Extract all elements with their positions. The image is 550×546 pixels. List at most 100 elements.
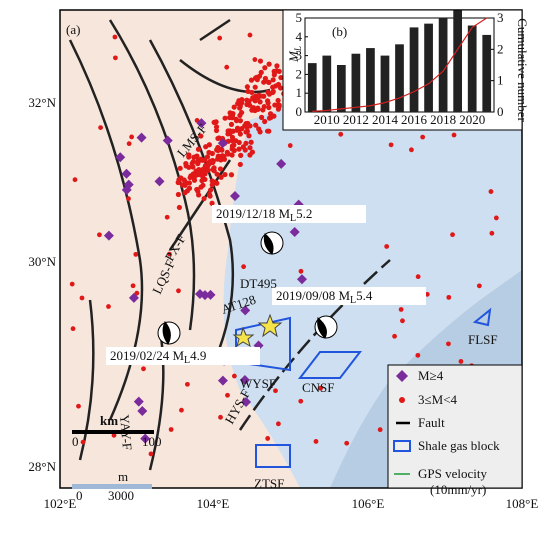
event-value: 4.9 [190,348,206,363]
seismic-dot [446,294,452,300]
seismic-dot [112,34,118,40]
bar [438,18,448,112]
lon-label: 108°E [506,496,539,511]
seismic-dot [256,73,263,79]
lon-label: 106°E [352,496,385,511]
seismic-dot [258,114,265,120]
m4-marker [103,230,114,241]
seismic-dot [248,139,254,145]
y-tick-label: 4 [296,29,303,44]
seismic-dot [252,57,258,62]
seismic-dot [276,103,282,109]
m4-marker [241,396,252,407]
m4-marker [289,227,300,238]
seismic-dot [176,288,181,294]
seismic-dot [377,427,383,433]
seismic-dot [200,182,206,188]
seismic-dot [148,451,154,457]
seismic-dot [344,440,350,446]
seismic-dot [398,307,404,312]
seismic-dot [97,232,102,238]
seismic-dot [228,172,235,178]
bar [307,63,317,112]
m4-marker [133,396,144,407]
seismic-dot [415,274,421,280]
seismic-dot [178,175,184,181]
seismic-dot [265,436,271,441]
seismic-dot [195,158,202,165]
seismic-dot [195,146,202,152]
bar [453,10,463,113]
seismic-dot [248,77,255,83]
event-date: 2019/02/24 [110,348,172,363]
legend-label: Shale gas block [418,438,500,453]
seismic-dot [253,122,259,128]
seismic-dot [228,121,235,127]
legend-label: (10mm/yr) [430,482,486,497]
seismic-dot [72,177,78,183]
seismic-dot [392,333,397,339]
seismic-dot [257,129,263,135]
bar [336,65,346,112]
lat-label: 32°N [28,95,56,110]
legend-label: Fault [418,415,445,430]
seismic-dot [186,180,193,186]
seismic-dot [186,154,192,160]
seismic-dot [277,85,284,91]
y2-tick-label: 0 [497,104,504,119]
event-sub: L [290,213,296,224]
m4-marker [115,152,126,163]
y2-tick-label: 1 [497,73,504,88]
y-tick-label: 1 [296,85,303,100]
event-value: 5.2 [296,206,312,221]
event-label: 2019/02/24 ML4.9 [110,348,206,366]
seismic-dot [185,381,190,387]
seismic-dot [207,193,213,199]
scale-tick: 0 [72,434,79,449]
bar [351,53,361,112]
seismic-dot [238,152,244,158]
x-tick-label: 2018 [430,112,456,127]
seismic-dot [229,143,236,149]
seismic-dot [264,128,270,134]
y2-axis-label: Cumulative number [515,18,530,122]
panel-label: (a) [66,22,80,37]
event-value: 5.4 [356,288,373,303]
seismic-dot [247,145,253,151]
seismic-dot [249,107,255,113]
seismic-dot [222,115,228,121]
seismic-dot [388,142,394,148]
seismic-dot [239,96,245,103]
m4-marker [140,433,151,444]
seismic-dot [458,359,464,364]
m4-marker [205,289,216,300]
seismic-dot [278,74,284,81]
seismic-dot [247,102,253,108]
seismic-dot [450,232,455,238]
beachballs [157,231,338,345]
m4-marker [121,184,132,195]
epicenters [232,313,283,348]
seismic-dot [79,295,85,301]
x-tick-label: 2012 [343,112,369,127]
elevation-bar [72,484,152,489]
block-label: CNSF [302,380,335,395]
block-label: FLSF [468,332,498,347]
seismic-dot [206,142,212,148]
seismic-dot [245,88,251,95]
m4-marker [162,135,173,146]
seismic-dot [255,105,261,111]
track-label: DT495 [240,276,277,291]
m4-marker [240,305,251,316]
m4-marker [239,375,250,386]
block-label: ZTSF [254,476,284,491]
seismic-dot [265,89,271,95]
seismic-dot [237,118,244,124]
seismic-dot [212,179,218,185]
seismic-dot [179,407,184,413]
event-label: 2019/09/08 ML5.4 [276,288,373,306]
seismic-dot [190,171,196,177]
m4-marker [121,168,132,179]
event-m: M [172,348,184,363]
